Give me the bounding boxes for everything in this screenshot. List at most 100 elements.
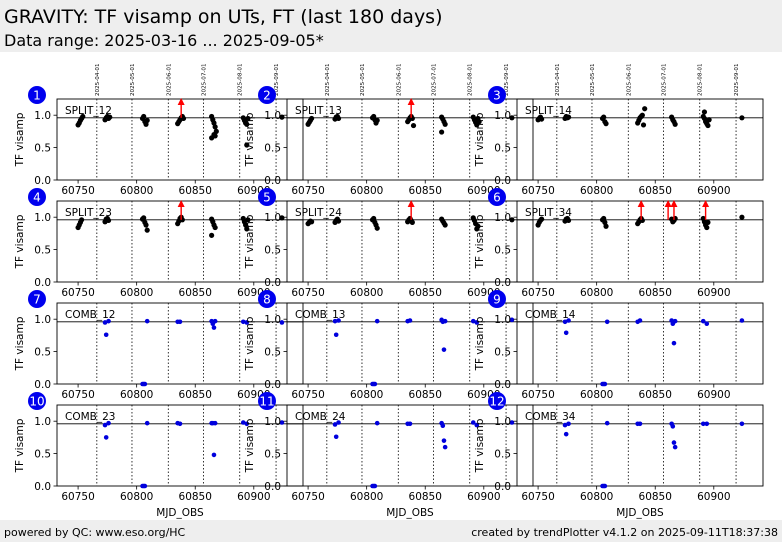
data-range-subtitle: Data range: 2025-03-16 ... 2025-09-05* <box>4 31 324 50</box>
x-tick-label: 60750 <box>291 389 324 401</box>
plot-frame <box>56 404 304 487</box>
data-point <box>372 483 378 489</box>
data-point <box>144 117 150 123</box>
data-point <box>509 217 515 223</box>
x-tick-label: 60850 <box>639 491 672 503</box>
out-of-range-arrowhead <box>670 200 678 207</box>
data-point <box>245 217 251 223</box>
y-axis-label: TF visamp <box>14 112 26 167</box>
x-tick-label: 60800 <box>120 389 153 401</box>
data-point <box>332 318 338 324</box>
plot-panel-split_34: 60750 60800 60850 60900 0.0 0.5 1.0 TF visamp SP… <box>474 188 764 299</box>
y-tick-label: 1.0 <box>494 110 511 122</box>
x-tick-label: 60850 <box>409 287 442 299</box>
data-point <box>372 381 378 387</box>
month-label: 2025-07-01 <box>201 63 207 96</box>
x-tick-label: 60750 <box>61 491 94 503</box>
plot-frame <box>286 302 534 385</box>
panel-label: COMB_34 <box>525 411 576 423</box>
x-tick-label: 60800 <box>580 185 613 197</box>
x-tick-label: 60750 <box>521 389 554 401</box>
y-axis-label: TF visamp <box>244 214 256 269</box>
data-point <box>103 332 109 338</box>
month-label: 2025-06-01 <box>166 63 172 96</box>
footer-created-by: created by trendPlotter v4.1.2 on 2025-0… <box>471 526 778 539</box>
panel-number: 3 <box>493 89 501 103</box>
y-axis-label: TF visamp <box>244 418 256 473</box>
data-point <box>333 332 339 338</box>
data-point <box>409 219 415 225</box>
data-point <box>637 318 643 323</box>
data-point <box>602 483 608 489</box>
month-label: 2025-09-01 <box>274 63 280 96</box>
trend-plot-grid: 2025-04-01 2025-05-01 2025-06-01 2025-07-01… <box>14 63 764 519</box>
y-tick-label: 1.0 <box>264 416 281 428</box>
data-point <box>410 122 417 129</box>
month-label: 2025-05-01 <box>360 63 366 96</box>
y-tick-label: 1.0 <box>264 212 281 224</box>
plot-panel-comb_14: 60750 60800 60850 60900 0.0 0.5 1.0 TF visamp CO… <box>474 290 764 401</box>
data-point <box>642 106 648 112</box>
data-point <box>244 320 250 325</box>
plot-frame <box>286 404 534 487</box>
panel-label: COMB_13 <box>295 309 345 321</box>
data-point <box>441 347 447 352</box>
page-title: GRAVITY: TF visamp on UTs, FT (last 180 … <box>4 6 443 28</box>
panel-number-badge <box>258 188 276 206</box>
plot-frame <box>286 98 534 181</box>
panel-label: SPLIT_13 <box>295 105 342 117</box>
panel-number: 1 <box>33 89 41 103</box>
data-point <box>637 421 643 427</box>
data-point <box>240 319 246 325</box>
data-point <box>103 435 109 440</box>
plot-frame <box>516 302 764 385</box>
data-point <box>279 114 285 120</box>
x-tick-label: 60850 <box>179 389 212 401</box>
data-point <box>562 319 568 325</box>
x-tick-label: 60750 <box>61 287 94 299</box>
data-point <box>640 122 647 128</box>
data-point <box>739 318 745 323</box>
x-tick-label: 60800 <box>350 389 383 401</box>
x-tick-label: 60800 <box>580 287 613 299</box>
month-label: 2025-05-01 <box>130 63 136 96</box>
x-tick-label: 60750 <box>291 491 324 503</box>
data-point <box>705 122 711 129</box>
data-point <box>604 420 610 426</box>
plot-frame <box>516 404 764 487</box>
panel-number-badge <box>28 290 46 308</box>
y-tick-label: 0.5 <box>494 448 511 460</box>
y-tick-label: 0.0 <box>494 175 511 187</box>
data-point <box>439 129 445 135</box>
y-axis-label: TF visamp <box>14 418 26 473</box>
data-point <box>639 112 645 118</box>
x-axis-label: MJD_OBS <box>156 507 204 519</box>
data-point <box>700 421 706 427</box>
data-point <box>211 452 217 458</box>
data-point <box>704 421 710 427</box>
x-tick-label: 60900 <box>697 287 730 299</box>
data-point <box>706 117 712 123</box>
x-tick-label: 60800 <box>580 491 613 503</box>
plot-frame <box>56 200 304 283</box>
x-tick-label: 60800 <box>120 491 153 503</box>
data-point <box>671 340 677 346</box>
data-point <box>701 109 708 115</box>
data-point <box>180 115 187 122</box>
panel-number-badge <box>488 188 506 206</box>
data-point <box>509 420 515 425</box>
data-point <box>442 318 448 324</box>
y-tick-label: 0.0 <box>264 175 281 187</box>
plot-frame <box>56 302 304 385</box>
x-tick-label: 60800 <box>580 389 613 401</box>
y-tick-label: 0.5 <box>34 142 51 154</box>
y-tick-label: 1.0 <box>34 416 51 428</box>
panel-label: SPLIT_12 <box>65 105 112 117</box>
data-point <box>335 115 342 122</box>
y-tick-label: 0.5 <box>34 244 51 256</box>
data-point <box>105 217 112 224</box>
data-point <box>106 318 111 324</box>
data-point <box>672 318 678 324</box>
data-point <box>279 420 285 425</box>
